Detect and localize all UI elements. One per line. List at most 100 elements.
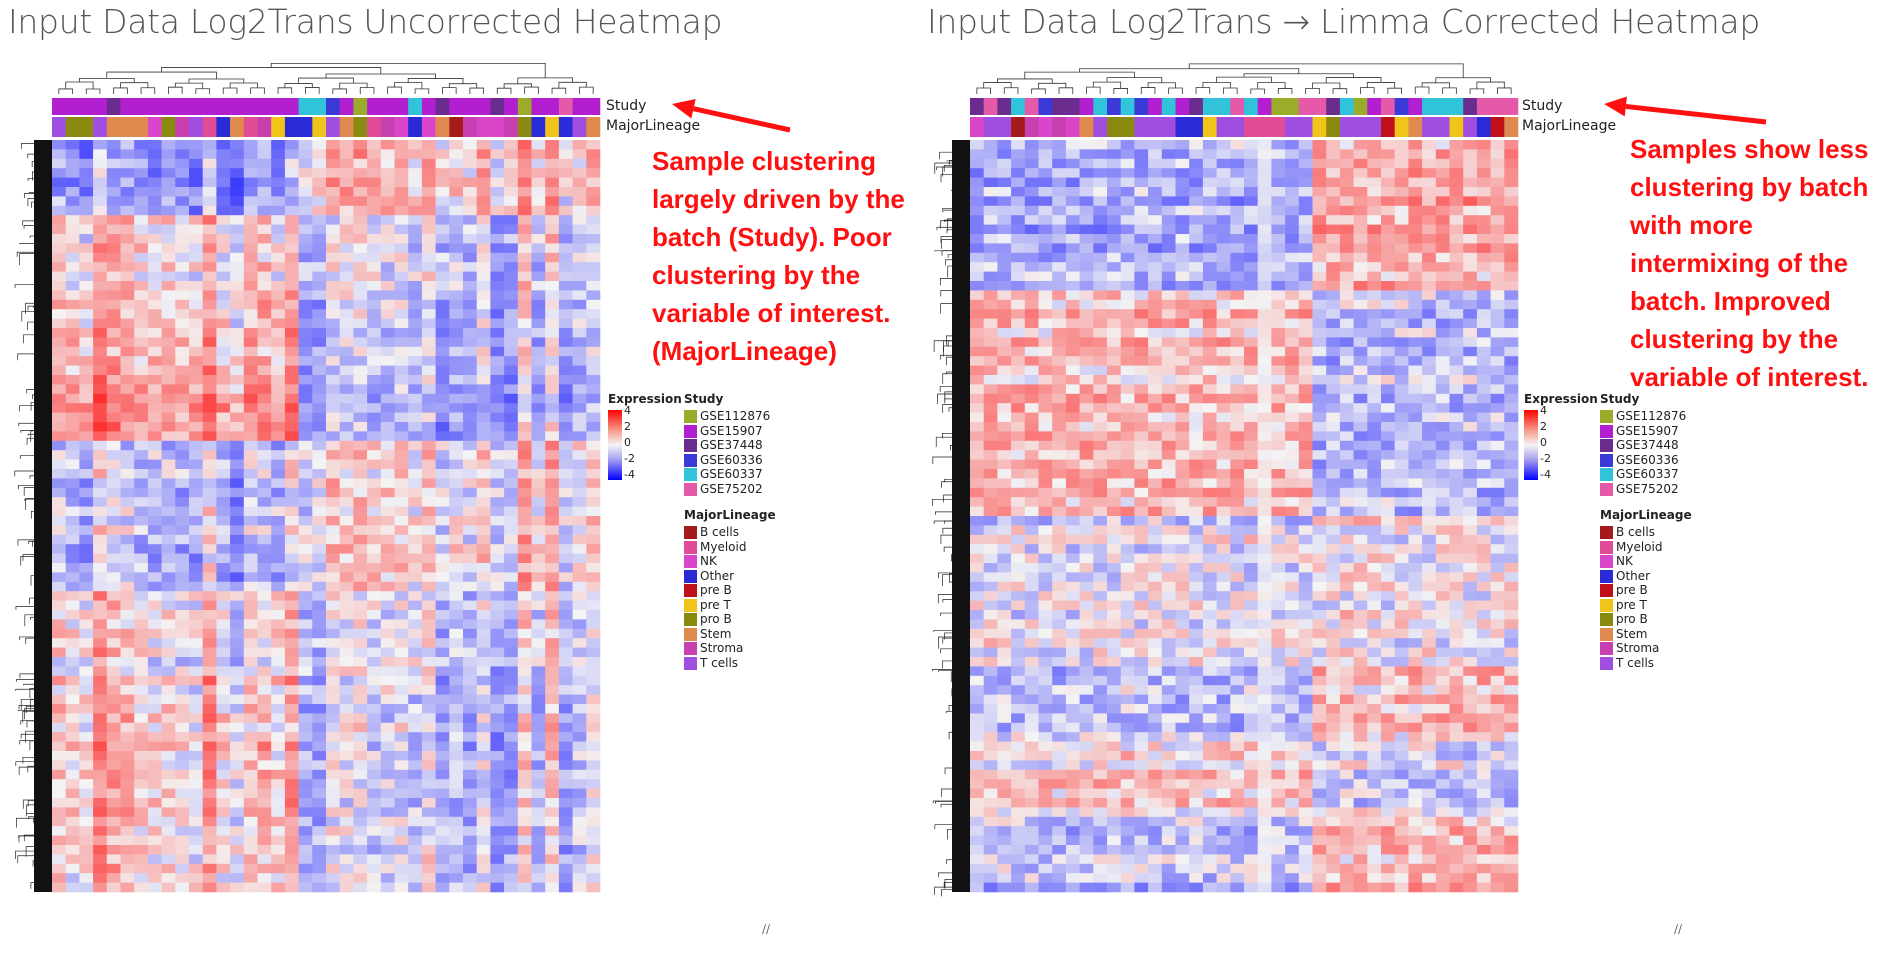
study-legend-item: GSE75202: [1616, 481, 1679, 496]
study-swatch: [684, 453, 697, 467]
lineage-legend-item: Myeloid: [1616, 539, 1663, 554]
lineage-legend-item: Myeloid: [700, 539, 747, 554]
study-swatch: [1600, 453, 1613, 467]
lineage-legend-item: pro B: [700, 612, 732, 626]
colorbar-tick-label: 4: [624, 404, 631, 417]
lineage-swatch: [1600, 540, 1613, 554]
lineage-legend-item: pre T: [700, 597, 731, 612]
study-legend-title: Study: [684, 392, 724, 406]
colorbar-tick-label: 0: [624, 436, 631, 449]
resize-handle-icon[interactable]: ∕∕: [762, 922, 771, 936]
annotation-arrow: [672, 98, 791, 133]
lineage-swatch: [684, 555, 697, 568]
lineage-legend-item: pro B: [1616, 612, 1648, 626]
lineage-annotation-track: [52, 117, 601, 137]
column-dendrogram: [976, 63, 1512, 94]
colorbar-tick-label: -4: [624, 468, 635, 481]
lineage-legend-item: Stem: [1616, 626, 1648, 641]
lineage-legend-item: NK: [700, 554, 717, 568]
lineage-legend-item: Stem: [700, 626, 732, 641]
study-legend-title: Study: [1600, 392, 1640, 406]
legend: Expression Study 4 2 0 -2 -4 GSE112876 GSE15907 G…: [608, 392, 776, 682]
study-swatch: [1600, 424, 1613, 438]
study-legend-item: GSE75202: [700, 481, 763, 496]
row-dendrogram: [931, 140, 970, 897]
study-legend-item: GSE15907: [1616, 423, 1679, 438]
study-swatch: [684, 424, 697, 438]
lineage-swatch: [684, 656, 697, 670]
lineage-legend-item: NK: [1616, 554, 1633, 568]
lineage-swatch: [1600, 613, 1613, 626]
lineage-swatch: [1600, 642, 1613, 655]
study-legend-item: GSE60337: [700, 467, 763, 481]
colorbar-tick-label: 2: [624, 420, 631, 433]
heatmap-cells: [970, 140, 1519, 893]
lineage-swatch: [1600, 598, 1613, 612]
panel-title: Input Data Log2Trans Uncorrected Heatmap: [8, 2, 723, 41]
lineage-swatch: [684, 642, 697, 655]
study-swatch: [1600, 410, 1613, 423]
lineage-swatch: [684, 569, 697, 583]
heatmap-cells: [52, 140, 601, 893]
study-legend-item: GSE37448: [700, 438, 763, 452]
lineage-legend-title: MajorLineage: [1600, 508, 1692, 522]
study-swatch: [1600, 468, 1613, 481]
study-annotation-track: [52, 98, 601, 115]
study-swatch: [684, 410, 697, 423]
panel-title: Input Data Log2Trans → Limma Corrected H…: [927, 2, 1760, 41]
lineage-legend-item: Other: [700, 568, 735, 583]
colorbar-tick-label: -4: [1540, 468, 1551, 481]
lineage-swatch: [684, 627, 697, 641]
annotation-arrow: [1604, 96, 1767, 125]
lineage-swatch: [1600, 569, 1613, 583]
lineage-swatch: [1600, 555, 1613, 568]
colorbar-tick-label: -2: [624, 452, 635, 465]
study-legend-item: GSE37448: [1616, 438, 1679, 452]
lineage-legend-item: pre B: [700, 583, 732, 597]
expression-legend-title: Expression: [1524, 392, 1598, 406]
study-legend-item: GSE112876: [700, 409, 771, 423]
corrected-annotation: Samples show less clustering by batch wi…: [1630, 134, 1869, 392]
study-legend-item: GSE60336: [700, 452, 763, 467]
study-swatch: [684, 468, 697, 481]
uncorrected-panel: Input Data Log2Trans Uncorrected Heatmap…: [0, 0, 940, 956]
lineage-legend-title: MajorLineage: [684, 508, 776, 522]
colorbar-tick-label: 2: [1540, 420, 1547, 433]
uncorrected-heatmap: [14, 62, 791, 893]
lineage-legend-item: B cells: [1616, 525, 1655, 539]
lineage-legend-item: T cells: [1616, 655, 1655, 670]
study-track-label: Study: [1522, 98, 1563, 114]
lineage-swatch: [684, 598, 697, 612]
colorbar-tick-label: -2: [1540, 452, 1551, 465]
expression-colorbar: [608, 410, 622, 480]
study-legend-item: GSE112876: [1616, 409, 1687, 423]
study-annotation-track: [970, 98, 1519, 115]
lineage-swatch: [684, 540, 697, 554]
uncorrected-annotation: Sample clustering largely driven by the …: [652, 146, 905, 366]
resize-handle-icon[interactable]: ∕∕: [1674, 922, 1683, 936]
study-swatch: [1600, 482, 1613, 496]
study-track-label: Study: [606, 98, 647, 114]
lineage-legend-item: Stroma: [1616, 641, 1660, 655]
lineage-legend-item: B cells: [700, 525, 739, 539]
lineage-legend-item: T cells: [700, 655, 739, 670]
study-legend-item: GSE60336: [1616, 452, 1679, 467]
lineage-annotation-track: [970, 117, 1519, 137]
colorbar-tick-label: 0: [1540, 436, 1547, 449]
legend: Expression Study 4 2 0 -2 -4 GSE112876 GSE15907 G…: [1524, 392, 1692, 682]
study-legend-item: GSE60337: [1616, 467, 1679, 481]
study-swatch: [684, 439, 697, 452]
lineage-legend-item: Other: [1616, 568, 1651, 583]
lineage-swatch: [1600, 656, 1613, 670]
lineage-track-label: MajorLineage: [606, 118, 701, 134]
lineage-swatch: [684, 584, 697, 597]
lineage-legend-item: pre T: [1616, 597, 1647, 612]
colorbar-tick-label: 4: [1540, 404, 1547, 417]
lineage-swatch: [684, 526, 697, 539]
lineage-swatch: [684, 613, 697, 626]
row-dendrogram: [14, 140, 52, 892]
study-legend-item: GSE15907: [700, 423, 763, 438]
lineage-swatch: [1600, 526, 1613, 539]
lineage-track-label: MajorLineage: [1522, 118, 1617, 134]
lineage-swatch: [1600, 584, 1613, 597]
